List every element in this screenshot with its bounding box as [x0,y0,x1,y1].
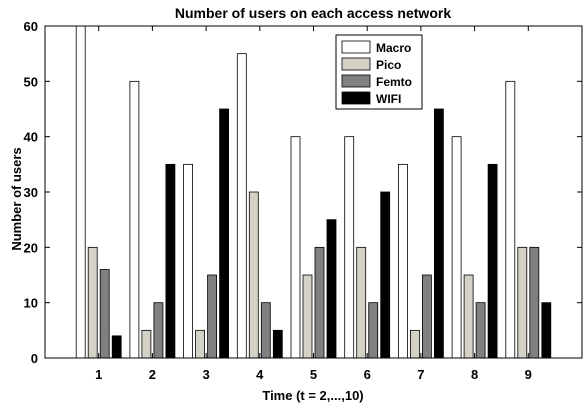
legend-label-femto: Femto [376,75,412,89]
x-tick-label: 3 [202,367,209,382]
x-tick-label: 6 [364,367,371,382]
bar-macro-4 [236,53,247,359]
y-tick-label: 60 [24,19,38,34]
bar-pico-4 [248,191,259,359]
bar-wifi-5 [326,219,337,359]
bar-pico-7 [409,329,420,359]
bar-femto-9 [529,246,540,359]
bar-macro-9 [505,80,516,359]
bar-macro-7 [397,163,408,359]
y-tick-label: 40 [24,130,38,145]
bar-femto-1 [99,269,110,359]
x-tick-label: 8 [471,367,478,382]
bar-macro-2 [129,80,140,359]
bar-wifi-2 [165,163,176,359]
x-tick-label: 2 [149,367,156,382]
y-tick-label: 0 [31,351,38,366]
y-axis-label: Number of users [9,147,24,250]
bar-pico-9 [517,246,528,359]
bar-femto-5 [314,246,325,359]
bar-macro-3 [183,163,194,359]
chart-title: Number of users on each access network [175,5,451,21]
bar-wifi-4 [272,329,283,359]
bar-wifi-9 [541,302,552,359]
bar-macro-1 [75,25,86,359]
legend-label-wifi: WIFI [376,92,401,106]
legend: Macro Pico Femto WIFI [335,34,423,110]
bar-macro-5 [290,136,301,359]
x-tick-label: 4 [256,367,264,382]
x-tick-label: 9 [525,367,532,382]
y-tick-label: 30 [24,185,38,200]
bar-pico-8 [463,274,474,359]
axes-layer: 0 10 20 30 40 50 60 1 2 3 4 5 6 7 8 9 [24,19,583,382]
bar-macro-8 [451,136,462,359]
x-tick-label: 7 [417,367,424,382]
bar-wifi-6 [380,191,391,359]
bar-femto-2 [153,302,164,359]
bar-pico-2 [141,329,152,359]
x-tick-label: 5 [310,367,317,382]
bar-femto-4 [260,302,271,359]
x-axis-label: Time (t = 2,...,10) [262,388,363,403]
bar-macro-6 [344,136,355,359]
bar-femto-6 [368,302,379,359]
y-tick-label: 20 [24,240,38,255]
bar-pico-3 [195,329,206,359]
legend-label-macro: Macro [376,41,411,55]
y-tick-label: 50 [24,74,38,89]
bar-pico-1 [87,246,98,359]
bar-pico-5 [302,274,313,359]
bar-pico-6 [356,246,367,359]
bar-femto-7 [421,274,432,359]
legend-label-pico: Pico [376,58,401,72]
x-tick-label: 1 [95,367,102,382]
bar-wifi-8 [487,163,498,359]
legend-swatch-wifi [341,91,371,105]
y-tick-label: 10 [24,296,38,311]
bar-wifi-7 [433,108,444,359]
legend-swatch-femto [341,74,371,88]
legend-swatch-pico [341,57,371,71]
legend-swatch-macro [341,40,371,54]
bar-wifi-1 [111,335,122,359]
bar-femto-3 [207,274,218,359]
bar-wifi-3 [219,108,230,359]
bar-femto-8 [475,302,486,359]
